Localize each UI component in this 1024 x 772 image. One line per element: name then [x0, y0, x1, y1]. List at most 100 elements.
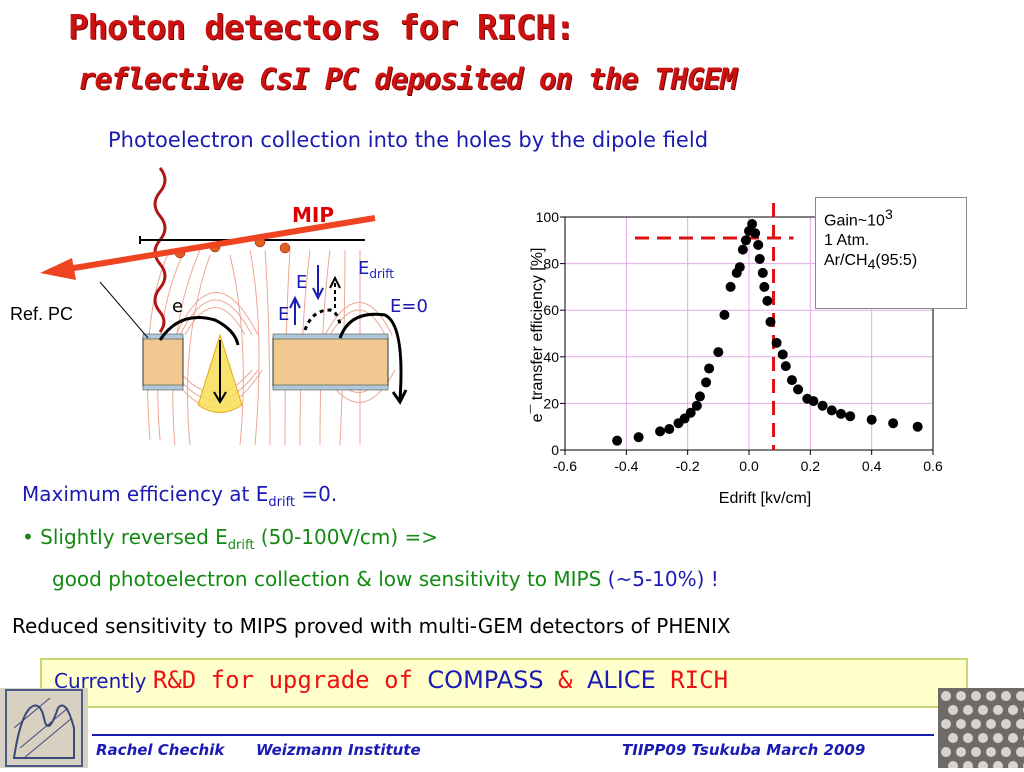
rd-alice: ALICE [586, 666, 656, 694]
rd-highlight-box: Currently R&D for upgrade of COMPASS & A… [40, 658, 968, 708]
data-point [765, 316, 776, 327]
hole [956, 747, 966, 757]
data-point [757, 267, 768, 278]
reversed-field-bullet: • Slightly reversed Edrift (50-100V/cm) … [22, 525, 439, 553]
data-point [612, 435, 623, 446]
x-tick-label: -0.2 [676, 458, 700, 474]
data-point [713, 347, 724, 358]
hole [993, 705, 1003, 715]
hole [948, 733, 958, 743]
weizmann-logo [0, 688, 88, 768]
x-axis-label: Edrift [kv/cm] [719, 490, 811, 507]
hole [941, 719, 951, 729]
hole [978, 761, 988, 771]
data-point [912, 421, 923, 432]
e-field-label-top: E [296, 272, 307, 293]
mip-label: MIP [292, 203, 334, 227]
x-tick-label: 0.2 [801, 458, 821, 474]
hole [1001, 719, 1011, 729]
legend-gas: Ar/CH [824, 252, 868, 270]
data-point [704, 363, 715, 374]
hole [956, 719, 966, 729]
y-tick-label: 20 [543, 395, 559, 411]
mip-track [61, 215, 376, 273]
data-point [664, 424, 675, 435]
data-point [685, 407, 696, 418]
data-point [740, 235, 751, 246]
legend-gain: Gain~10 [824, 212, 885, 230]
data-point [762, 295, 773, 306]
footer-event: TIIPP09 Tsukuba March 2009 [622, 741, 866, 759]
x-tick-label: 0.6 [923, 458, 943, 474]
footer-author: Rachel Chechik [96, 741, 225, 759]
hole [1016, 719, 1024, 729]
data-point [753, 239, 764, 250]
chart-ticks: -0.6 -0.4 -0.2 0.0 0.2 0.4 0.6 0 20 40 60 80 100 [536, 209, 943, 474]
data-point [633, 432, 644, 443]
data-point [866, 414, 877, 425]
hole [1016, 691, 1024, 701]
hole [956, 691, 966, 701]
legend-pressure: 1 Atm. [824, 232, 870, 250]
hole [963, 733, 973, 743]
thgem-plate-middle [272, 337, 389, 387]
thgem-diagram: MIP E E Edrift E=0 e Ref. PC [10, 167, 428, 446]
x-tick-label: 0.0 [739, 458, 759, 474]
hole [948, 761, 958, 771]
data-point [750, 228, 761, 239]
hole [1001, 747, 1011, 757]
rd-text: R&D for upgrade of [152, 666, 428, 694]
y-tick-label: 100 [536, 209, 560, 225]
y-axis-label: e¯ transfer efficiency [%] [529, 248, 546, 423]
hole [986, 719, 996, 729]
slide-subtitle-title: reflective CsI PC deposited on the THGEM [78, 62, 737, 96]
hole [1008, 705, 1018, 715]
y-tick-label: 0 [551, 442, 559, 458]
hole [986, 747, 996, 757]
hole [978, 705, 988, 715]
edrift-label: Edrift [358, 258, 394, 281]
data-point [719, 309, 730, 320]
legend-gain-exp: 3 [884, 206, 893, 222]
y-tick-label: 60 [543, 302, 559, 318]
e-zero-label: E=0 [390, 296, 428, 317]
data-point [817, 400, 828, 411]
hole [1008, 733, 1018, 743]
data-point [725, 281, 736, 292]
thgem-plate-left [142, 337, 184, 387]
hole [963, 705, 973, 715]
chart-points [612, 218, 923, 446]
ref-pc-label: Ref. PC [10, 304, 73, 324]
data-point [826, 405, 837, 416]
y-tick-label: 40 [543, 349, 559, 365]
data-point [836, 408, 846, 419]
hole [971, 747, 981, 757]
thgem-photo [938, 688, 1024, 771]
collection-text: good photoelectron collection & low sens… [52, 567, 719, 591]
hole [993, 733, 1003, 743]
hole [941, 691, 951, 701]
data-point [759, 281, 770, 292]
hole [941, 747, 951, 757]
max-efficiency-text: Maximum efficiency at Edrift =0. [22, 482, 338, 510]
data-point [734, 262, 745, 273]
data-point [808, 396, 819, 407]
phenix-text: Reduced sensitivity to MIPS proved with … [12, 614, 731, 638]
legend-gas-sub: 4 [867, 256, 876, 273]
footer-divider [92, 734, 934, 736]
x-tick-label: -0.4 [614, 458, 638, 474]
slide-title: Photon detectors for RICH: [68, 8, 575, 48]
hole [1001, 691, 1011, 701]
efficiency-chart: -0.6 -0.4 -0.2 0.0 0.2 0.4 0.6 0 20 40 60 80 100 Edr… [529, 203, 943, 507]
hole [971, 719, 981, 729]
rd-rich: RICH [655, 666, 729, 694]
x-tick-label: 0.4 [862, 458, 882, 474]
data-point [701, 377, 712, 388]
data-point [777, 349, 788, 360]
legend-gas-mix: (95:5) [875, 252, 918, 270]
data-point [771, 337, 782, 348]
data-point [691, 400, 702, 411]
data-point [786, 375, 797, 386]
data-point [780, 361, 791, 372]
y-tick-label: 80 [543, 256, 559, 272]
